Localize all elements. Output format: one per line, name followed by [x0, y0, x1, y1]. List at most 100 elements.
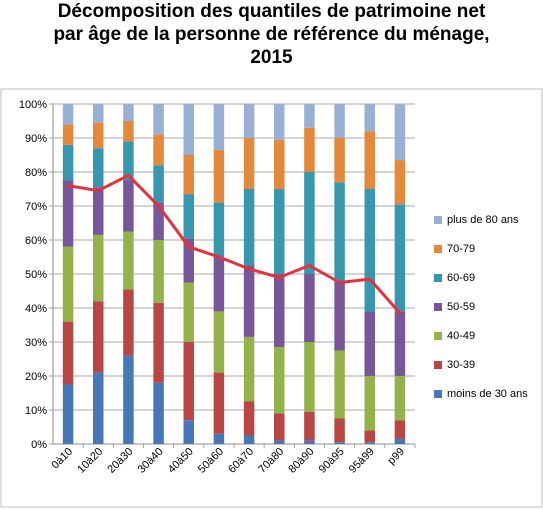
bar-segment: [304, 342, 315, 412]
x-tick-label: 70à80: [256, 446, 286, 476]
line-point: [97, 189, 100, 192]
bar-segment: [62, 384, 74, 444]
y-tick-label: 30%: [25, 337, 47, 349]
chart-title-line-2: par âge de la personne de référence du m…: [53, 24, 490, 45]
bar-segment: [213, 104, 225, 150]
bar-segment: [62, 124, 74, 145]
bar-segment: [62, 180, 74, 247]
bar-segment: [304, 104, 315, 128]
bar-segment: [243, 104, 255, 138]
bar-segment: [62, 144, 74, 181]
legend-item: 30-39: [434, 350, 528, 379]
chart-frame: [0, 88, 543, 508]
legend-swatch: [434, 244, 442, 253]
bar-segment: [334, 182, 345, 283]
bar-segment: [274, 440, 285, 444]
bar-segment: [213, 433, 225, 444]
bar-segment: [364, 376, 375, 431]
bar-segment: [123, 231, 134, 290]
bar-segment: [93, 122, 104, 149]
legend-item: 50-59: [434, 292, 528, 321]
bar-segment: [183, 238, 194, 283]
bar-segment: [153, 165, 164, 203]
legend-label: 30-39: [447, 358, 476, 371]
legend-label: moins de 30 ans: [447, 387, 528, 400]
bar-segment: [334, 138, 345, 183]
median-line: [67, 173, 402, 315]
bar-segment: [243, 265, 255, 337]
chart-title-line-1: Décomposition des quantiles de patrimoin…: [57, 1, 486, 22]
bar-segment: [364, 104, 375, 132]
chart-legend: plus de 80 ans 70-79 60-69 50-59 40-49 30-39 m…: [434, 205, 528, 408]
y-tick-label: 50%: [25, 269, 47, 281]
bar-segment: [93, 234, 104, 302]
bar-segment: [394, 420, 406, 439]
bar-segment: [123, 289, 134, 356]
bar-segment: [153, 240, 164, 303]
x-tick-label: 80à90: [286, 446, 316, 476]
x-tick-label: 10à20: [75, 446, 105, 476]
bar-segment: [364, 189, 375, 312]
bar-segment: [394, 376, 406, 421]
bar-segment: [213, 202, 225, 257]
bar-segment: [364, 311, 375, 376]
x-tick-label: p99: [386, 446, 407, 467]
bar-segment: [62, 246, 74, 322]
stacked-bar-chart: 0% 10% 20% 30% 40% 50% 60% 70% 80% 90% 100% 0à10 10à…: [0, 88, 543, 508]
bar-segment: [394, 160, 406, 205]
bar-segment: [93, 148, 104, 188]
line-point: [66, 184, 70, 187]
x-tick-label: 50à60: [196, 446, 226, 476]
bar-segment: [274, 139, 285, 189]
y-tick-label: 70%: [25, 201, 47, 213]
bar-segment: [123, 121, 134, 142]
bar-segment: [243, 435, 255, 444]
bar-segment: [62, 321, 74, 385]
bar-segment: [93, 372, 104, 444]
bar-segment: [274, 274, 285, 348]
y-tick-label: 40%: [25, 303, 47, 315]
bar-segment: [123, 104, 134, 121]
legend-label: 60-69: [447, 271, 476, 284]
bar-segment: [334, 442, 345, 444]
y-tick-label: 90%: [25, 133, 47, 145]
bar-segment: [243, 189, 255, 266]
line-point: [217, 255, 221, 259]
bar-segment: [123, 141, 134, 181]
bar-segment: [274, 104, 285, 140]
x-tick-label: 90à95: [317, 446, 347, 476]
y-tick-label: 60%: [25, 235, 47, 247]
x-tick-label: 40à50: [166, 446, 196, 476]
bar-segment: [123, 180, 134, 232]
legend-swatch: [434, 331, 442, 340]
y-tick-label: 80%: [25, 167, 47, 179]
bar-segment: [394, 104, 406, 161]
bar-segment: [334, 104, 345, 138]
bar-segment: [243, 401, 255, 436]
legend-item: plus de 80 ans: [434, 205, 528, 234]
bar-segment: [394, 311, 406, 376]
legend-label: plus de 80 ans: [447, 213, 519, 226]
bar-segment: [394, 204, 406, 312]
line-point: [308, 264, 311, 267]
bar-segment: [304, 127, 315, 172]
bar-segment: [394, 438, 406, 444]
legend-label: 70-79: [447, 242, 476, 255]
bar-segment: [93, 104, 104, 123]
bar-segment: [334, 418, 345, 443]
bar-segment: [183, 155, 194, 195]
bar-segment: [334, 350, 345, 419]
line-point: [127, 174, 130, 177]
bar-segment: [304, 411, 315, 441]
legend-label: 40-49: [447, 329, 476, 342]
line-point: [187, 245, 190, 248]
line-point: [368, 277, 371, 281]
x-tick-label: 30à40: [136, 446, 166, 476]
bar-segment: [62, 104, 74, 125]
x-tick-label: 95à99: [347, 446, 377, 476]
bar-segment: [123, 355, 134, 444]
bar-segment: [153, 302, 164, 383]
legend-swatch: [434, 302, 442, 311]
x-tick-label: 0à10: [49, 446, 75, 472]
bar-segment: [153, 104, 164, 135]
